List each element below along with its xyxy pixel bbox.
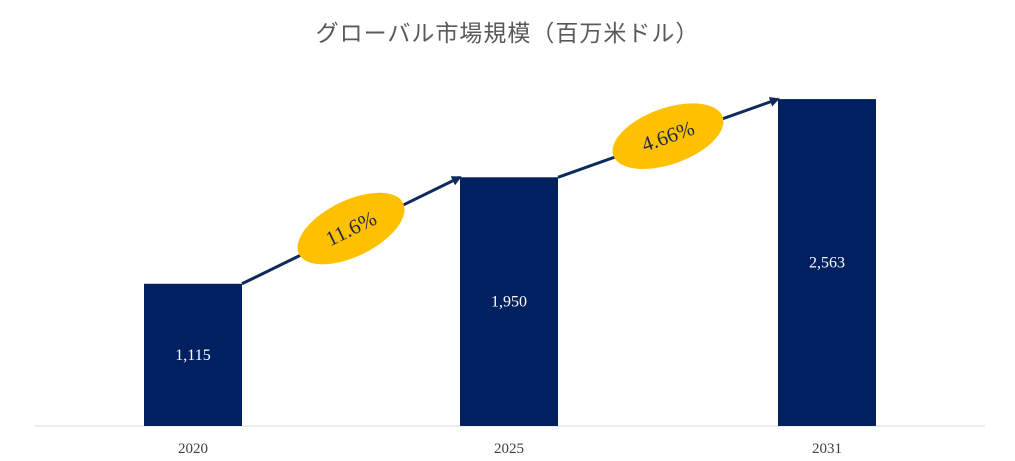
bar-2020 <box>144 283 242 426</box>
cagr-badge-2 <box>612 103 724 169</box>
x-tick-label-2025: 2025 <box>494 441 524 457</box>
x-tick-label-2020: 2020 <box>178 441 208 457</box>
bar-2025 <box>460 177 558 426</box>
bar-2031 <box>778 99 876 426</box>
chart-title: グローバル市場規模（百万米ドル） <box>315 21 700 47</box>
bar-value-label-2031: 2,563 <box>809 255 845 272</box>
bar-value-label-2020: 1,115 <box>175 347 210 364</box>
bar-value-label-2025: 1,950 <box>491 294 527 311</box>
cagr-badge-1 <box>297 192 405 265</box>
x-tick-label-2031: 2031 <box>812 441 842 457</box>
